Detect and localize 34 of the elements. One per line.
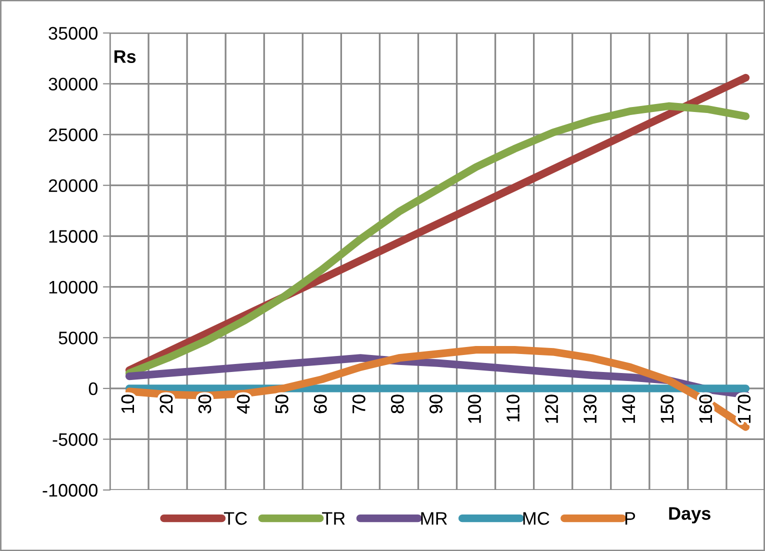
x-tick-label: 10 [121, 394, 134, 413]
y-tick-label: -5000 [52, 433, 98, 446]
legend-label: TC [224, 512, 247, 525]
x-tick-label: 50 [275, 394, 288, 414]
y-tick-label: 0 [88, 382, 98, 396]
x-tick-label: 150 [660, 394, 674, 423]
y-tick-label: -10000 [42, 484, 98, 497]
legend-label: MR [421, 512, 447, 525]
x-tick-label: 160 [699, 394, 712, 423]
x-tick-label: 40 [236, 394, 250, 414]
x-tick-label: 120 [545, 394, 558, 423]
y-tick-label: 10000 [49, 280, 98, 294]
y-tick-label: 5000 [58, 332, 98, 344]
x-tick-label: 170 [738, 394, 751, 423]
x-tick-label: 130 [584, 394, 596, 423]
y-tick-label: 20000 [48, 179, 98, 192]
x-tick-label: 70 [352, 394, 366, 414]
x-tick-label: 80 [391, 394, 404, 414]
x-tick-label: 60 [314, 394, 327, 414]
y-tick-label: 35000 [48, 26, 98, 40]
y-axis-title: Rs [114, 50, 136, 63]
legend-label: MC [523, 512, 550, 525]
x-tick-label: 90 [430, 394, 442, 414]
legend-label: TR [322, 512, 345, 525]
y-tick-label: 30000 [48, 78, 98, 90]
x-tick-label: 20 [160, 394, 173, 414]
y-tick-label: 15000 [49, 230, 98, 243]
x-tick-label: 100 [468, 394, 481, 423]
y-tick-label: 25000 [48, 128, 98, 142]
x-tick-label: 110 [506, 394, 520, 422]
x-axis-title: Days [669, 507, 710, 524]
x-tick-label: 140 [622, 394, 635, 423]
x-tick-label: 30 [198, 394, 212, 414]
legend-label: P [625, 512, 636, 525]
